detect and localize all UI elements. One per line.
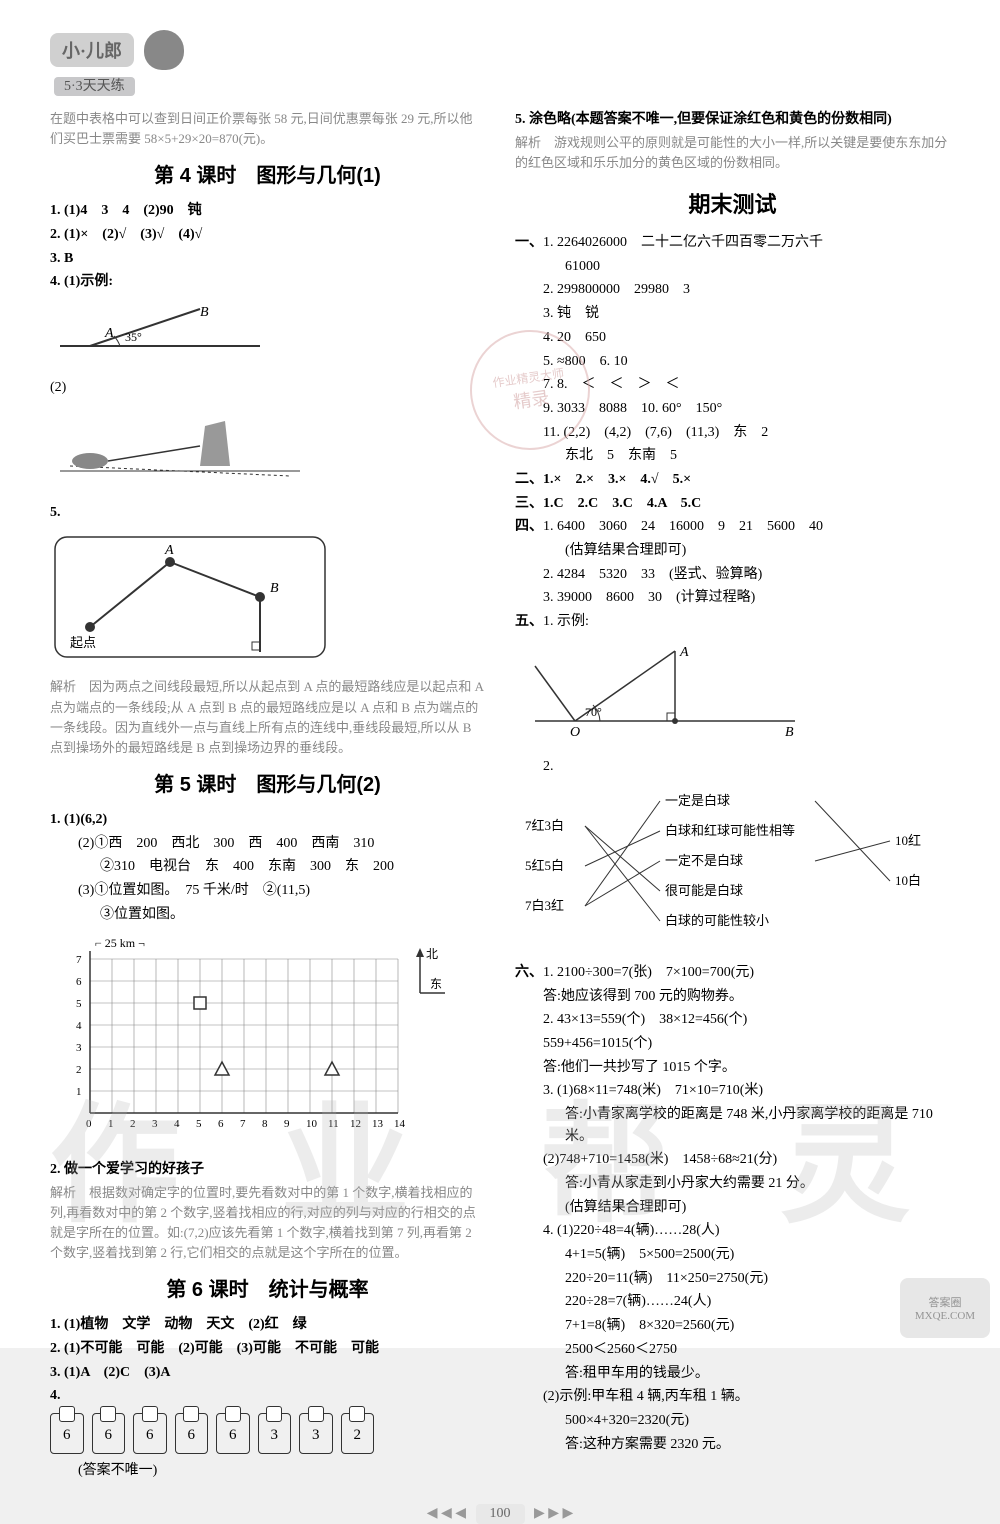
boat-diagram — [50, 406, 485, 494]
svg-text:很可能是白球: 很可能是白球 — [665, 883, 743, 898]
answer-box: 6 — [216, 1413, 250, 1454]
s4-q4: 4. (1)示例: — [50, 271, 485, 293]
answer-box: 6 — [50, 1413, 84, 1454]
face-icon — [144, 30, 184, 70]
svg-text:12: 12 — [350, 1118, 361, 1130]
final-title: 期末测试 — [515, 188, 950, 222]
svg-text:一定是白球: 一定是白球 — [665, 793, 730, 808]
s5-q2-anno: 解析 根据数对确定字的位置时,要先看数对中的第 1 个数字,横着找相应的列,再看… — [50, 1183, 485, 1264]
intro-text: 在题中表格中可以查到日间正价票每张 58 元,日间优惠票每张 29 元,所以他们… — [50, 109, 485, 149]
answer-box: 6 — [92, 1413, 126, 1454]
svg-text:10白: 10白 — [895, 873, 921, 888]
answer-box: 6 — [133, 1413, 167, 1454]
s4-q2: 2. (1)× (2)√ (3)√ (4)√ — [50, 224, 485, 246]
logo: 小·儿郎 — [50, 33, 134, 67]
svg-text:7: 7 — [240, 1118, 246, 1130]
box-row: 66666332 — [50, 1413, 485, 1454]
svg-text:2: 2 — [130, 1118, 136, 1130]
columns: 在题中表格中可以查到日间正价票每张 58 元,日间优惠票每张 29 元,所以他们… — [50, 107, 950, 1484]
page-number: 100 — [476, 1504, 525, 1524]
svg-text:8: 8 — [262, 1118, 268, 1130]
svg-text:东: 东 — [430, 977, 442, 991]
answer-box: 2 — [341, 1413, 375, 1454]
svg-text:4: 4 — [174, 1118, 180, 1130]
s5-q1-2a: (2)①西 200 西北 300 西 400 西南 310 — [50, 833, 485, 855]
svg-text:A: A — [164, 543, 174, 558]
angle-70-diagram: 70° O A B — [515, 641, 950, 749]
angle-35-diagram: A 35° B — [50, 301, 485, 369]
grid-chart: ⌐ 25 km ¬北东012345678910111213141234567 — [50, 933, 485, 1151]
svg-text:B: B — [200, 305, 209, 320]
r-q5-anno: 解析 游戏规则公平的原则就是可能性的大小一样,所以关键是要使东东加分的红色区域和… — [515, 133, 950, 173]
svg-text:北: 北 — [426, 947, 438, 961]
page: 小·儿郎 5·3天天练 在题中表格中可以查到日间正价票每张 58 元,日间优惠票… — [0, 0, 1000, 1348]
svg-text:7红3白: 7红3白 — [525, 818, 564, 833]
svg-text:1: 1 — [76, 1086, 82, 1098]
section6-title: 第 6 课时 统计与概率 — [50, 1275, 485, 1306]
svg-text:A: A — [679, 645, 689, 660]
svg-text:白球和红球可能性相等: 白球和红球可能性相等 — [665, 823, 795, 838]
right-column: 5. 涂色略(本题答案不唯一,但要保证涂红色和黄色的份数相同) 解析 游戏规则公… — [515, 107, 950, 1484]
r-q5-title: 5. 涂色略(本题答案不唯一,但要保证涂红色和黄色的份数相同) — [515, 109, 950, 131]
s5-q1-3b: ③位置如图。 — [50, 904, 485, 926]
svg-text:一定不是白球: 一定不是白球 — [665, 853, 743, 868]
arrow-left-icon: ◀ ◀ ◀ — [427, 1506, 466, 1521]
svg-text:9: 9 — [284, 1118, 290, 1130]
s4-q5-anno: 解析 因为两点之间线段最短,所以从起点到 A 点的最短路线应是以起点和 A 点为… — [50, 677, 485, 758]
left-column: 在题中表格中可以查到日间正价票每张 58 元,日间优惠票每张 29 元,所以他们… — [50, 107, 485, 1484]
svg-text:5: 5 — [196, 1118, 202, 1130]
s5-q2: 2. 做一个爱学习的好孩子 — [50, 1159, 485, 1181]
svg-text:7: 7 — [76, 954, 82, 966]
s5-q1-1: 1. (1)(6,2) — [50, 809, 485, 831]
s6-q2: 2. (1)不可能 可能 (2)可能 (3)可能 不可能 可能 — [50, 1338, 485, 1360]
s4-q1: 1. (1)4 3 4 (2)90 钝 — [50, 200, 485, 222]
answer-box: 3 — [299, 1413, 333, 1454]
s5-q1-3a: (3)①位置如图。 75 千米/时 ②(11,5) — [50, 880, 485, 902]
matching-diagram: 7红3白 5红5白 7白3红 一定是白球白球和红球可能性相等一定不是白球很可能是白球白… — [515, 786, 950, 954]
svg-text:O: O — [570, 725, 580, 740]
svg-text:10红: 10红 — [895, 833, 921, 848]
svg-text:起点: 起点 — [70, 635, 96, 650]
answer-box: 6 — [175, 1413, 209, 1454]
san: 三、1.C 2.C 3.C 4.A 5.C — [515, 493, 950, 515]
svg-text:35°: 35° — [125, 330, 142, 344]
svg-text:3: 3 — [152, 1118, 158, 1130]
svg-text:B: B — [270, 581, 279, 596]
section4-title: 第 4 课时 图形与几何(1) — [50, 161, 485, 192]
svg-text:1: 1 — [108, 1118, 114, 1130]
svg-text:10: 10 — [306, 1118, 318, 1130]
subtitle: 5·3天天练 — [54, 77, 135, 96]
svg-text:11: 11 — [328, 1118, 339, 1130]
svg-text:6: 6 — [76, 976, 82, 988]
route-diagram: 起点 A B — [50, 532, 485, 670]
corner-badge: 答案圈 MXQE.COM — [900, 1278, 990, 1338]
er: 二、1.× 2.× 3.× 4.√ 5.× — [515, 469, 950, 491]
answer-box: 3 — [258, 1413, 292, 1454]
svg-text:A: A — [104, 326, 114, 341]
svg-text:⌐ 25 km ¬: ⌐ 25 km ¬ — [95, 936, 145, 950]
svg-text:白球的可能性较小: 白球的可能性较小 — [665, 913, 769, 928]
footer: ◀ ◀ ◀ 100 ▶ ▶ ▶ — [50, 1504, 950, 1524]
svg-text:7白3红: 7白3红 — [525, 898, 564, 913]
s6-q4-note: (答案不唯一) — [50, 1460, 485, 1482]
arrow-right-icon: ▶ ▶ ▶ — [534, 1506, 573, 1521]
svg-text:13: 13 — [372, 1118, 384, 1130]
svg-text:4: 4 — [76, 1020, 82, 1032]
svg-text:6: 6 — [218, 1118, 224, 1130]
svg-text:3: 3 — [76, 1042, 82, 1054]
section5-title: 第 5 课时 图形与几何(2) — [50, 770, 485, 801]
svg-text:B: B — [785, 725, 794, 740]
svg-text:5红5白: 5红5白 — [525, 858, 564, 873]
s5-q1-2b: ②310 电视台 东 400 东南 300 东 200 — [50, 856, 485, 878]
svg-text:70°: 70° — [585, 705, 602, 719]
header: 小·儿郎 — [50, 30, 950, 70]
svg-text:2: 2 — [76, 1064, 82, 1076]
s4-q3: 3. B — [50, 248, 485, 270]
svg-text:5: 5 — [76, 998, 82, 1010]
s6-q1: 1. (1)植物 文学 动物 天文 (2)红 绿 — [50, 1314, 485, 1336]
svg-text:0: 0 — [86, 1118, 92, 1130]
s6-q3: 3. (1)A (2)C (3)A — [50, 1362, 485, 1384]
svg-text:14: 14 — [394, 1118, 406, 1130]
